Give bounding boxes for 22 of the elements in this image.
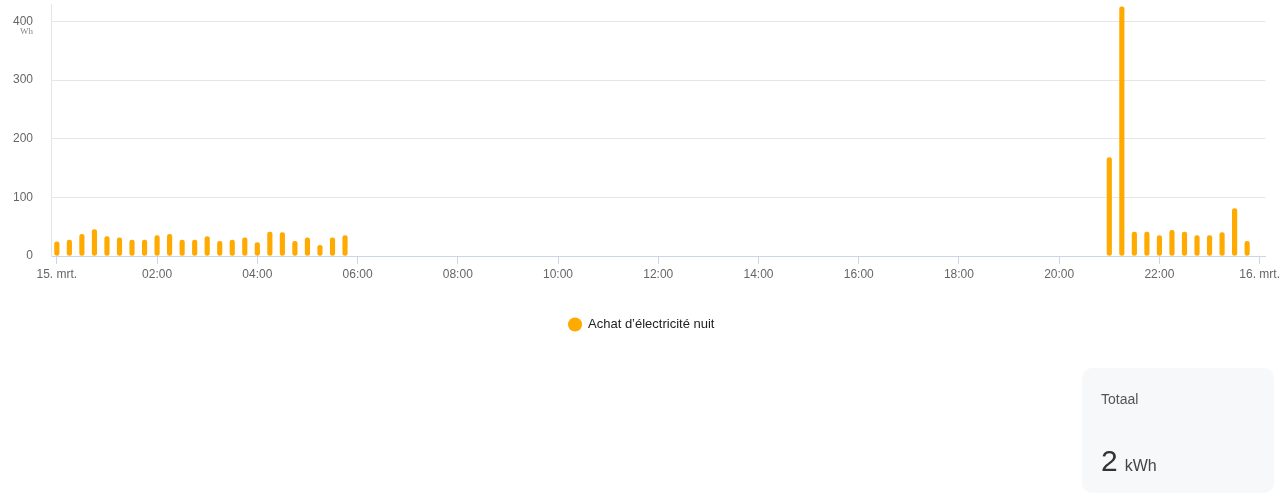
x-tick-label: 06:00: [342, 266, 373, 281]
x-tick-label: 12:00: [643, 266, 674, 281]
x-tick-label: 16. mrt.: [1239, 266, 1281, 281]
y-tick-label: 0: [26, 248, 34, 263]
x-tick-label: 16:00: [843, 266, 875, 281]
x-tick-label: 18:00: [943, 266, 975, 281]
text: Totaal: [1101, 390, 1140, 409]
x-tick-label: 02:00: [142, 266, 173, 281]
x-tick-label: 15. mrt.: [36, 266, 78, 281]
legend-label: Achat d’électricité nuit: [588, 316, 715, 332]
x-tick-label: 08:00: [442, 266, 474, 281]
y-tick-label: 300: [12, 72, 34, 87]
y-tick-label: 100: [12, 189, 34, 204]
x-tick-label: 22:00: [1144, 266, 1175, 281]
x-tick-label: 20:00: [1044, 266, 1075, 281]
y-axis-title: Wh: [20, 25, 34, 36]
x-tick-label: 10:00: [543, 266, 574, 281]
x-tick-label: 14:00: [743, 266, 774, 281]
y-tick-label: 200: [12, 131, 34, 146]
x-tick-label: 04:00: [242, 266, 273, 281]
y-tick-label: 400: [12, 13, 34, 28]
text: 2 kWh: [1101, 444, 1157, 477]
